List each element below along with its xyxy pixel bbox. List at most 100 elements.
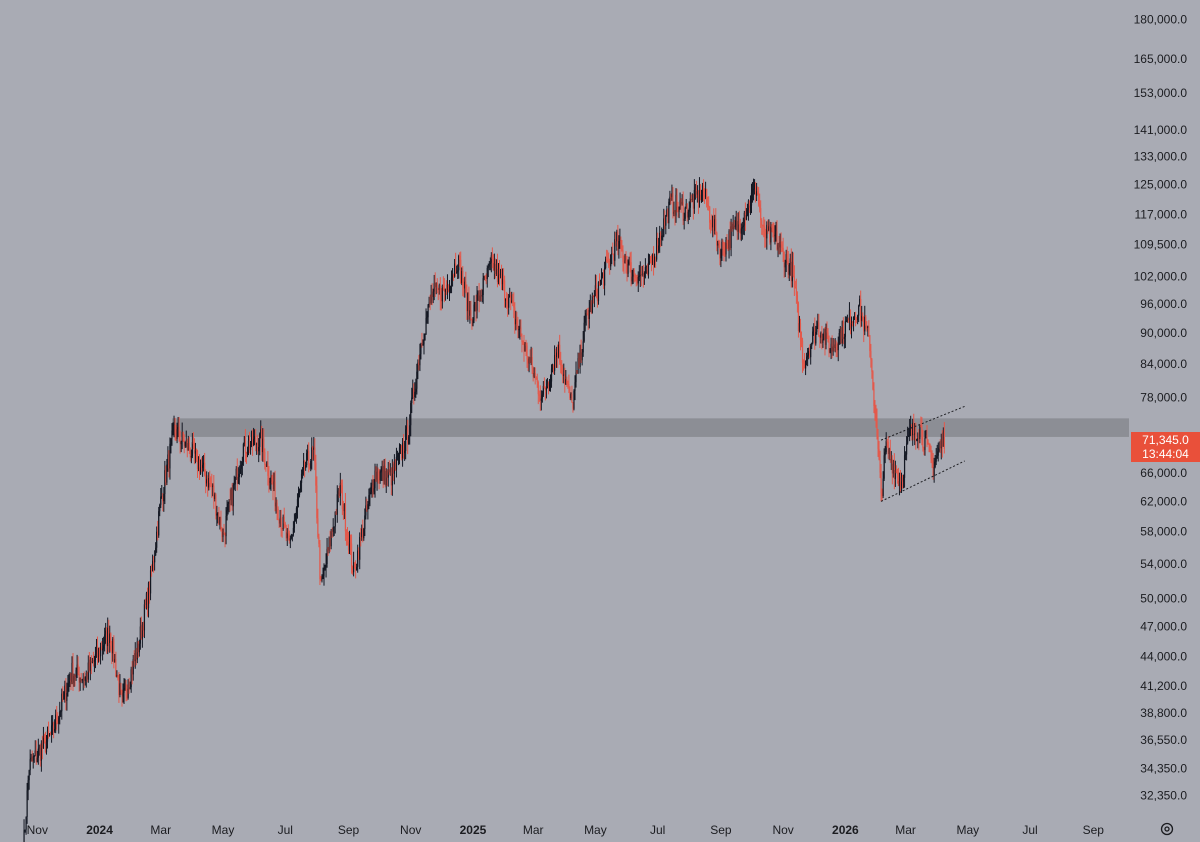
candle-body [484, 275, 486, 278]
candle-body [147, 582, 150, 609]
x-tick-label: 2025 [460, 823, 487, 837]
candle-body [745, 215, 748, 220]
candle-body [850, 322, 853, 329]
candle-body [471, 319, 473, 327]
candle-body [103, 645, 105, 649]
candle-body [577, 358, 579, 374]
candle-body [330, 531, 332, 547]
candle-body [361, 528, 363, 538]
candle-body [543, 385, 545, 388]
candle-body [820, 332, 822, 338]
candle-body [589, 301, 591, 310]
gear-icon[interactable] [1160, 822, 1174, 836]
candle-body [653, 256, 656, 266]
candle-body [874, 406, 876, 414]
candle-body [556, 352, 558, 358]
candle-body [861, 315, 863, 321]
candle-body [253, 438, 255, 445]
candle-body [74, 675, 76, 677]
candle-body [915, 433, 917, 441]
candle-body [129, 687, 131, 690]
candle-body [812, 331, 814, 343]
candle-body [865, 316, 867, 326]
candle-body [270, 477, 272, 482]
candle-body [546, 383, 549, 388]
candle-body [858, 305, 860, 316]
candle-body [533, 373, 535, 377]
candle-body [268, 475, 270, 483]
x-tick-label: Jul [278, 823, 293, 837]
candle-body [651, 255, 654, 264]
candle-body [876, 418, 878, 437]
candle-body [443, 287, 446, 292]
candle-body [699, 184, 702, 201]
candle-body [580, 344, 582, 361]
candle-body [775, 231, 777, 235]
candle-body [445, 288, 448, 290]
candle-body [660, 232, 662, 240]
candle-body [495, 264, 498, 274]
candle-body [164, 470, 166, 494]
candle-body [239, 468, 241, 474]
candle-body [134, 653, 136, 662]
candle-body [166, 464, 168, 483]
time-axis[interactable]: Nov 2024 Mar May Jul Sep Nov 2025 Mar May Jul Sep No… [27, 823, 1105, 837]
candle-body [223, 531, 225, 533]
candle-body [221, 531, 223, 538]
candle-body [566, 379, 568, 384]
candle-body [530, 357, 532, 363]
candle-body [188, 442, 190, 452]
candle-body [522, 341, 524, 343]
candle-body [584, 315, 586, 323]
candle-body [784, 262, 786, 268]
candle-body [352, 562, 355, 573]
price-axis[interactable]: 180,000.0 165,000.0 153,000.0 141,000.0 133,… [1134, 13, 1188, 803]
candle-body [381, 467, 383, 472]
candle-body [303, 460, 305, 470]
candle-body [586, 313, 588, 315]
candle-body [226, 510, 228, 516]
candle-body [185, 440, 187, 442]
candle-body [626, 262, 628, 274]
candle-body [655, 256, 657, 260]
candle-body [796, 295, 799, 304]
candle-body [599, 280, 602, 285]
candle-body [242, 444, 245, 463]
candle-body [322, 575, 324, 578]
candle-body [682, 202, 684, 221]
x-tick-label: Nov [400, 823, 421, 837]
candle-body [293, 520, 296, 528]
candle-body [123, 688, 125, 693]
candle-body [817, 322, 819, 327]
candle-body [619, 238, 621, 241]
candle-body [393, 463, 396, 474]
candle-body [795, 288, 798, 296]
candle-body [28, 770, 30, 781]
candle-body [768, 226, 770, 231]
candle-body [638, 275, 640, 277]
candle-body [368, 495, 370, 505]
candle-body [387, 469, 389, 478]
candle-body [719, 243, 721, 259]
candle-body [295, 508, 298, 516]
candle-body [183, 440, 185, 447]
candle-body [740, 228, 742, 234]
candle-body [572, 402, 574, 409]
candle-body [853, 316, 856, 318]
candle-body [866, 325, 868, 329]
candle-body [570, 394, 572, 399]
candle-body [93, 660, 96, 662]
candle-body [53, 722, 55, 732]
y-tick-label: 32,350.0 [1140, 788, 1187, 802]
candle-body [119, 683, 121, 695]
candle-body [527, 359, 529, 364]
candle-body [859, 298, 861, 306]
candle-body [714, 219, 716, 231]
candle-body [195, 450, 198, 452]
candle-body [777, 244, 779, 250]
candle-body [340, 482, 342, 486]
candle-body [890, 458, 892, 461]
candle-body [724, 252, 726, 255]
